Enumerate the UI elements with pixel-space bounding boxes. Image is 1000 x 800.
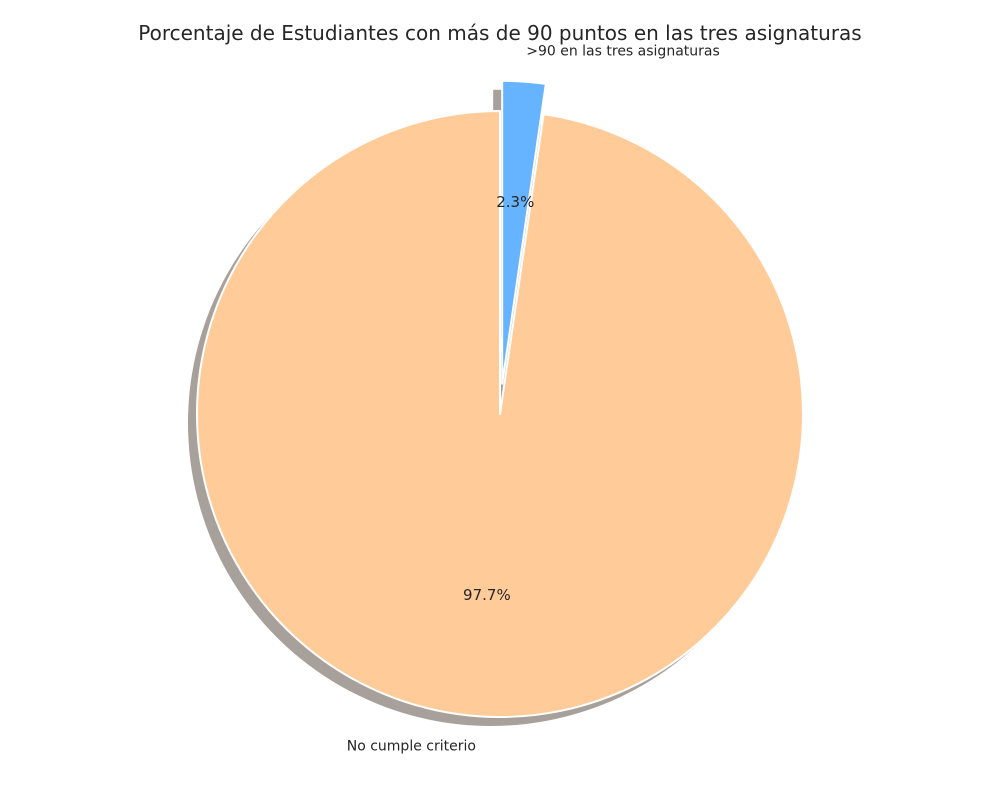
slice-label-no-cumple-criterio: No cumple criterio — [347, 738, 476, 754]
label-layer: >90 en las tres asignaturas 2.3% No cumple… — [347, 43, 720, 754]
slice-pct-no-cumple-criterio: 97.7% — [463, 586, 511, 604]
slice-layer — [196, 79, 805, 718]
pie-slice-no-cumple-criterio — [196, 110, 805, 718]
pie-slice-90-en-las-tres-asignaturas — [501, 79, 547, 385]
slice-pct-90-en-las-tres-asignaturas: 2.3% — [496, 193, 534, 211]
slice-label-90-en-las-tres-asignaturas: >90 en las tres asignaturas — [526, 43, 720, 59]
chart-title: Porcentaje de Estudiantes con más de 90 … — [138, 21, 861, 45]
